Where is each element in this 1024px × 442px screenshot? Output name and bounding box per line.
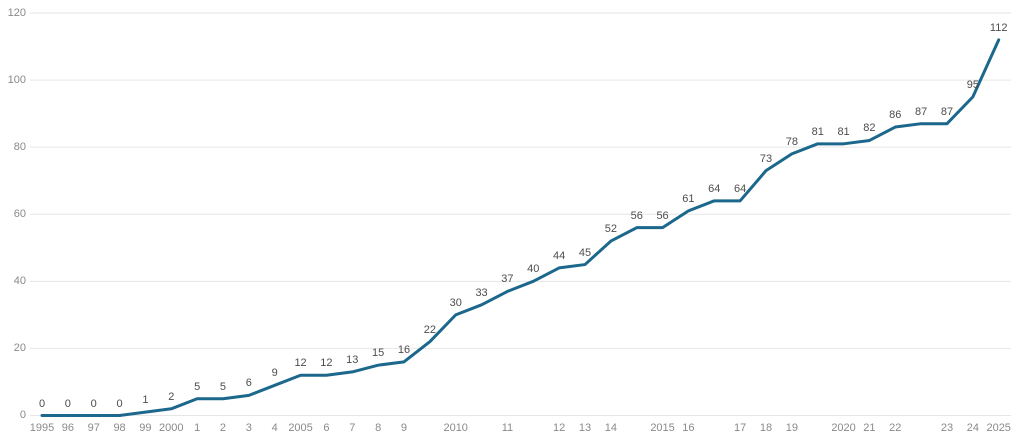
trend-line [40, 38, 1001, 417]
